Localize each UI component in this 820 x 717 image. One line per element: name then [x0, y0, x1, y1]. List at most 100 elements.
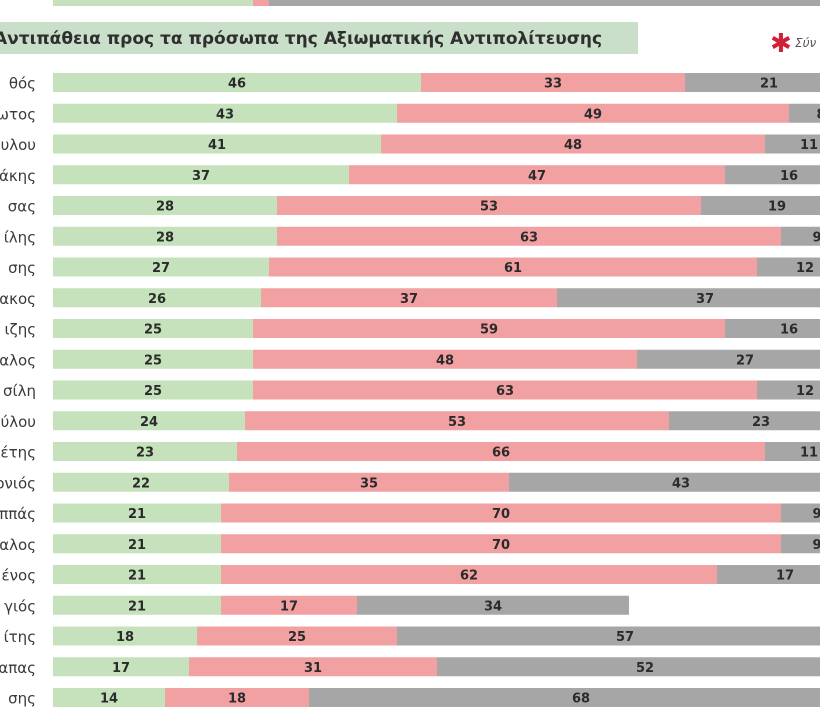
row-label: ωτος — [0, 105, 36, 123]
bar-segment-r9-s3 — [725, 319, 820, 338]
data-label-r5-s3: 19 — [768, 200, 786, 215]
bar-segment-r9-s2 — [253, 319, 725, 338]
bar-segment-r8-s2 — [261, 288, 557, 308]
bar-segment-r10-s3 — [637, 349, 820, 369]
data-label-r6-s2: 63 — [520, 230, 538, 245]
bar-segment-r2-s1 — [53, 103, 397, 123]
data-label-r15-s3: 9 — [812, 507, 820, 522]
bar-segment-r6-s1 — [53, 226, 277, 246]
bar-segment-r19-s2 — [197, 626, 397, 646]
data-label-r4-s3: 16 — [780, 169, 798, 184]
bar-segment-r9-s1 — [53, 319, 253, 338]
row-label: αλος — [0, 351, 36, 369]
data-label-r8-s1: 26 — [148, 292, 166, 307]
data-label-r13-s2: 66 — [492, 446, 510, 461]
data-label-r1-s3: 21 — [760, 77, 778, 92]
data-label-r7-s2: 61 — [504, 261, 522, 276]
data-label-r18-s2: 17 — [280, 599, 298, 614]
data-label-r13-s1: 23 — [136, 446, 154, 461]
chart-title: Αντιπάθεια προς τα πρόσωπα της Αξιωματικ… — [0, 29, 602, 49]
bar-segment-r17-s2 — [221, 565, 717, 584]
data-label-r16-s3: 9 — [812, 538, 820, 553]
chart-title-background — [0, 22, 638, 54]
top-partial-row — [53, 0, 820, 6]
bar-segment-r11-s3 — [757, 380, 820, 400]
top-row-segment-1 — [53, 0, 253, 6]
data-label-r6-s3: 9 — [812, 230, 820, 245]
bar-segment-r18-s2 — [221, 595, 357, 615]
data-label-r5-s2: 53 — [480, 200, 498, 215]
legend-marker: ✱ — [770, 29, 792, 59]
data-label-r14-s1: 22 — [132, 476, 150, 491]
top-row-segment-rest — [269, 0, 820, 6]
data-label-r12-s1: 24 — [140, 415, 158, 430]
row-label: άκης — [0, 167, 36, 185]
bar-segment-r12-s3 — [669, 411, 820, 431]
data-label-r19-s2: 25 — [288, 630, 306, 645]
data-label-r3-s1: 41 — [208, 138, 226, 153]
data-label-r7-s1: 27 — [152, 261, 170, 276]
data-label-r18-s3: 34 — [484, 599, 502, 614]
bar-segment-r15-s2 — [221, 503, 781, 523]
bar-segment-r6-s2 — [277, 226, 781, 246]
bar-segment-r5-s1 — [53, 196, 277, 215]
data-label-r3-s3: 11 — [800, 138, 818, 153]
bar-segment-r13-s3 — [765, 442, 820, 461]
data-label-r11-s2: 63 — [496, 384, 514, 399]
bar-segment-r4-s1 — [53, 165, 349, 185]
data-label-r9-s3: 16 — [780, 323, 798, 338]
data-label-r2-s2: 49 — [584, 107, 602, 122]
bar-segment-r21-s2 — [165, 688, 309, 707]
bar-segment-r20-s1 — [53, 657, 189, 677]
bar-segment-r11-s2 — [253, 380, 757, 400]
bar-segment-r6-s3 — [781, 226, 820, 246]
data-label-r2-s3: 8 — [816, 107, 820, 122]
bar-segment-r14-s2 — [229, 472, 509, 492]
data-label-r19-s1: 18 — [116, 630, 134, 645]
bar-segment-r2-s3 — [789, 103, 820, 123]
data-label-r15-s1: 21 — [128, 507, 146, 522]
row-labels-group: θός ωτος υλου άκης σας ίλης σης ακος ιζης αλος σίλ… — [0, 75, 36, 708]
bar-segment-r12-s2 — [245, 411, 669, 431]
data-label-r10-s1: 25 — [144, 353, 162, 368]
data-label-r3-s2: 48 — [564, 138, 582, 153]
data-label-r4-s2: 47 — [528, 169, 546, 184]
data-label-r7-s3: 12 — [796, 261, 814, 276]
bar-segment-r15-s3 — [781, 503, 820, 523]
data-label-r20-s2: 31 — [304, 661, 322, 676]
bar-segment-r2-s2 — [397, 103, 789, 123]
bar-segment-r14-s3 — [509, 472, 820, 492]
row-label: ακος — [0, 290, 36, 308]
bar-segment-r21-s3 — [309, 688, 820, 707]
row-label: σας — [8, 198, 36, 216]
row-label: ύλου — [1, 413, 36, 431]
data-label-r5-s1: 28 — [156, 200, 174, 215]
bar-segment-r8-s3 — [557, 288, 820, 308]
row-label: σίλη — [3, 382, 36, 400]
data-label-r11-s3: 12 — [796, 384, 814, 399]
data-label-r14-s3: 43 — [672, 476, 690, 491]
legend-label: Σύν — [795, 36, 817, 50]
bar-segment-r19-s3 — [397, 626, 820, 646]
data-label-r19-s3: 57 — [616, 630, 634, 645]
data-label-r17-s1: 21 — [128, 569, 146, 584]
bar-segment-r7-s2 — [269, 257, 757, 277]
bar-segment-r17-s1 — [53, 565, 221, 584]
row-label: αλος — [0, 536, 36, 554]
bar-segment-r11-s1 — [53, 380, 253, 400]
data-label-r8-s2: 37 — [400, 292, 418, 307]
row-label: σης — [8, 259, 36, 277]
data-label-r10-s2: 48 — [436, 353, 454, 368]
bar-segment-r10-s1 — [53, 349, 253, 369]
data-label-r14-s2: 35 — [360, 476, 378, 491]
bar-segment-r4-s2 — [349, 165, 725, 185]
bar-segment-r3-s1 — [53, 134, 381, 154]
top-row-segment-2 — [253, 0, 269, 6]
row-label: ππάς — [0, 505, 36, 523]
data-label-r9-s2: 59 — [480, 323, 498, 338]
bar-segment-r7-s3 — [757, 257, 820, 277]
bar-segment-r1-s1 — [53, 73, 421, 92]
data-label-r20-s3: 52 — [636, 661, 654, 676]
bar-segment-r5-s3 — [701, 196, 820, 215]
